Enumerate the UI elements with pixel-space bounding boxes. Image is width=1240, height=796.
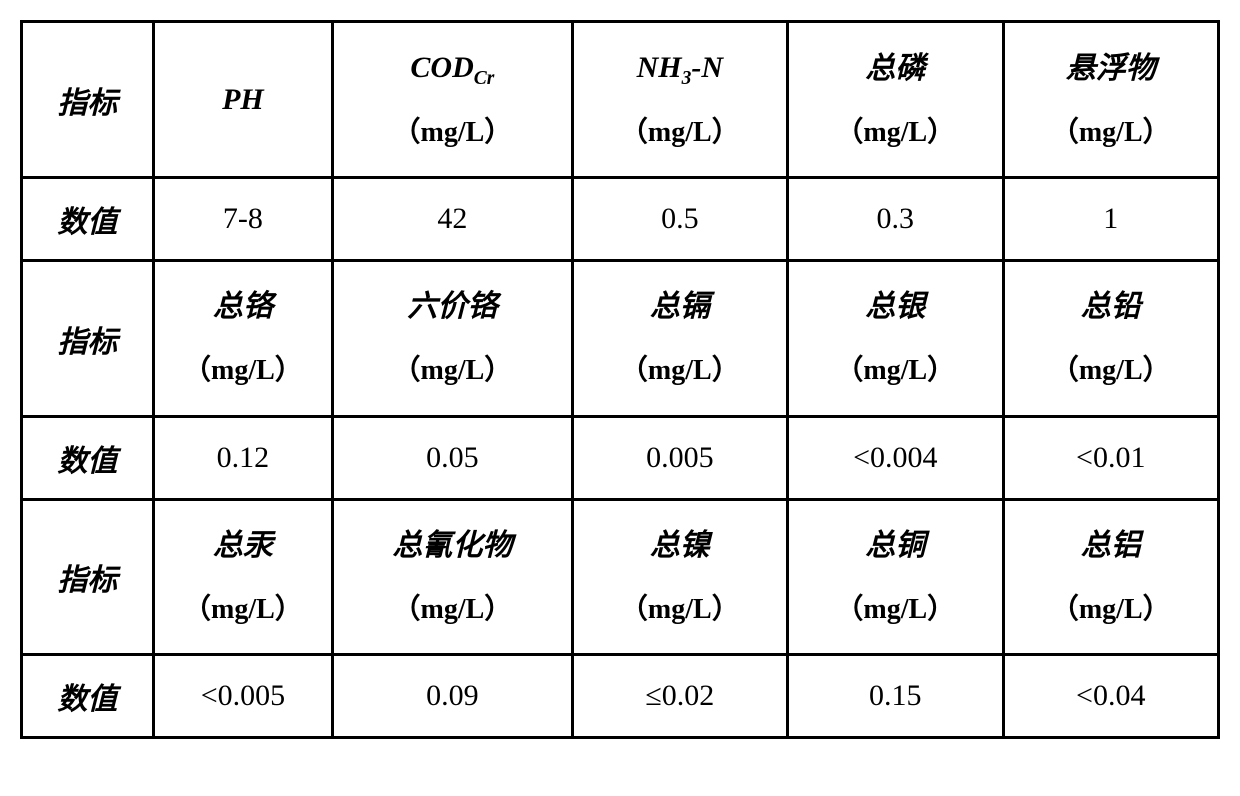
row-label-indicator: 指标 — [22, 22, 154, 178]
header-main: 悬浮物 — [1066, 52, 1156, 85]
header-main: 六价铬 — [407, 290, 497, 323]
header-main: 总铬 — [213, 290, 273, 323]
data-cell: 0.09 — [333, 655, 572, 738]
header-subscript: Cr — [474, 68, 495, 89]
data-cell: 0.5 — [572, 178, 787, 261]
header-main-text: 总铜 — [865, 529, 925, 562]
header-unit: （mg/L） — [797, 108, 993, 158]
table-row: 数值<0.0050.09≤0.020.15<0.04 — [22, 655, 1219, 738]
data-cell: 0.005 — [572, 416, 787, 499]
column-header: 总铅 （mg/L） — [1003, 261, 1219, 416]
column-header: 总铝 （mg/L） — [1003, 499, 1219, 654]
header-unit: （mg/L） — [342, 108, 562, 158]
header-unit: （mg/L） — [582, 108, 778, 158]
header-unit: （mg/L） — [582, 346, 778, 396]
table-row: 指标 PH CODCr （mg/L） NH3-N （mg/L） 总磷 （mg/L） 悬浮物 （mg… — [22, 22, 1219, 178]
column-header: 总磷 （mg/L） — [788, 22, 1003, 178]
header-main: 总镉 — [650, 290, 710, 323]
header-main: 总铜 — [865, 529, 925, 562]
data-cell: <0.004 — [788, 416, 1003, 499]
column-header: 悬浮物 （mg/L） — [1003, 22, 1219, 178]
data-cell: 0.3 — [788, 178, 1003, 261]
column-header: NH3-N （mg/L） — [572, 22, 787, 178]
header-main-text: 总氰化物 — [392, 529, 512, 562]
header-main-text: 总铝 — [1081, 529, 1141, 562]
header-unit: （mg/L） — [1013, 108, 1210, 158]
header-main: 总银 — [865, 290, 925, 323]
header-unit: （mg/L） — [342, 585, 562, 635]
header-unit: （mg/L） — [797, 346, 993, 396]
table-row: 指标 总汞 （mg/L） 总氰化物 （mg/L） 总镍 （mg/L） 总铜 （mg/L） 总铝 （m… — [22, 499, 1219, 654]
column-header: PH — [153, 22, 333, 178]
header-suffix: -N — [691, 51, 723, 84]
column-header: 总铬 （mg/L） — [153, 261, 333, 416]
row-label-value: 数值 — [22, 178, 154, 261]
header-main: 总氰化物 — [392, 529, 512, 562]
header-main-text: 六价铬 — [407, 290, 497, 323]
header-main: 总镍 — [650, 529, 710, 562]
header-main: PH — [222, 83, 264, 116]
column-header: 总镍 （mg/L） — [572, 499, 787, 654]
header-main-text: 总铅 — [1081, 290, 1141, 323]
header-main-text: 总镍 — [650, 529, 710, 562]
column-header: CODCr （mg/L） — [333, 22, 572, 178]
header-unit: （mg/L） — [342, 346, 562, 396]
data-cell: <0.01 — [1003, 416, 1219, 499]
column-header: 总氰化物 （mg/L） — [333, 499, 572, 654]
table-row: 指标 总铬 （mg/L） 六价铬 （mg/L） 总镉 （mg/L） 总银 （mg/L） 总铅 （mg… — [22, 261, 1219, 416]
data-cell: <0.005 — [153, 655, 333, 738]
header-main-text: CODCr — [410, 51, 494, 84]
data-cell: 1 — [1003, 178, 1219, 261]
data-cell: 0.15 — [788, 655, 1003, 738]
header-unit: （mg/L） — [163, 346, 324, 396]
column-header: 总镉 （mg/L） — [572, 261, 787, 416]
table-row: 数值0.120.050.005<0.004<0.01 — [22, 416, 1219, 499]
header-subscript: 3 — [682, 68, 692, 89]
header-main: COD — [410, 51, 473, 84]
data-cell: <0.04 — [1003, 655, 1219, 738]
header-main-text: 总铬 — [213, 290, 273, 323]
header-main-text: NH3-N — [637, 51, 723, 84]
row-label-value: 数值 — [22, 655, 154, 738]
header-main-text: 总磷 — [865, 52, 925, 85]
row-label-indicator: 指标 — [22, 261, 154, 416]
header-main: 总汞 — [213, 529, 273, 562]
header-main: 总磷 — [865, 52, 925, 85]
data-cell: 42 — [333, 178, 572, 261]
header-main-text: 总银 — [865, 290, 925, 323]
row-label-value: 数值 — [22, 416, 154, 499]
data-cell: 7-8 — [153, 178, 333, 261]
header-main-text: 总汞 — [213, 529, 273, 562]
header-unit: （mg/L） — [1013, 346, 1210, 396]
header-unit: （mg/L） — [797, 585, 993, 635]
table-row: 数值7-8420.50.31 — [22, 178, 1219, 261]
header-unit: （mg/L） — [1013, 585, 1210, 635]
data-table: 指标 PH CODCr （mg/L） NH3-N （mg/L） 总磷 （mg/L） 悬浮物 （mg… — [20, 20, 1220, 739]
data-cell: ≤0.02 — [572, 655, 787, 738]
header-main: 总铝 — [1081, 529, 1141, 562]
header-main: 总铅 — [1081, 290, 1141, 323]
column-header: 总汞 （mg/L） — [153, 499, 333, 654]
header-main-text: PH — [222, 83, 264, 116]
row-label-indicator: 指标 — [22, 499, 154, 654]
header-unit: （mg/L） — [163, 585, 324, 635]
header-main-text: 总镉 — [650, 290, 710, 323]
header-main: NH — [637, 51, 682, 84]
header-unit: （mg/L） — [582, 585, 778, 635]
column-header: 总铜 （mg/L） — [788, 499, 1003, 654]
column-header: 总银 （mg/L） — [788, 261, 1003, 416]
data-cell: 0.12 — [153, 416, 333, 499]
data-cell: 0.05 — [333, 416, 572, 499]
header-main-text: 悬浮物 — [1066, 52, 1156, 85]
water-quality-table: 指标 PH CODCr （mg/L） NH3-N （mg/L） 总磷 （mg/L） 悬浮物 （mg… — [20, 20, 1220, 739]
column-header: 六价铬 （mg/L） — [333, 261, 572, 416]
